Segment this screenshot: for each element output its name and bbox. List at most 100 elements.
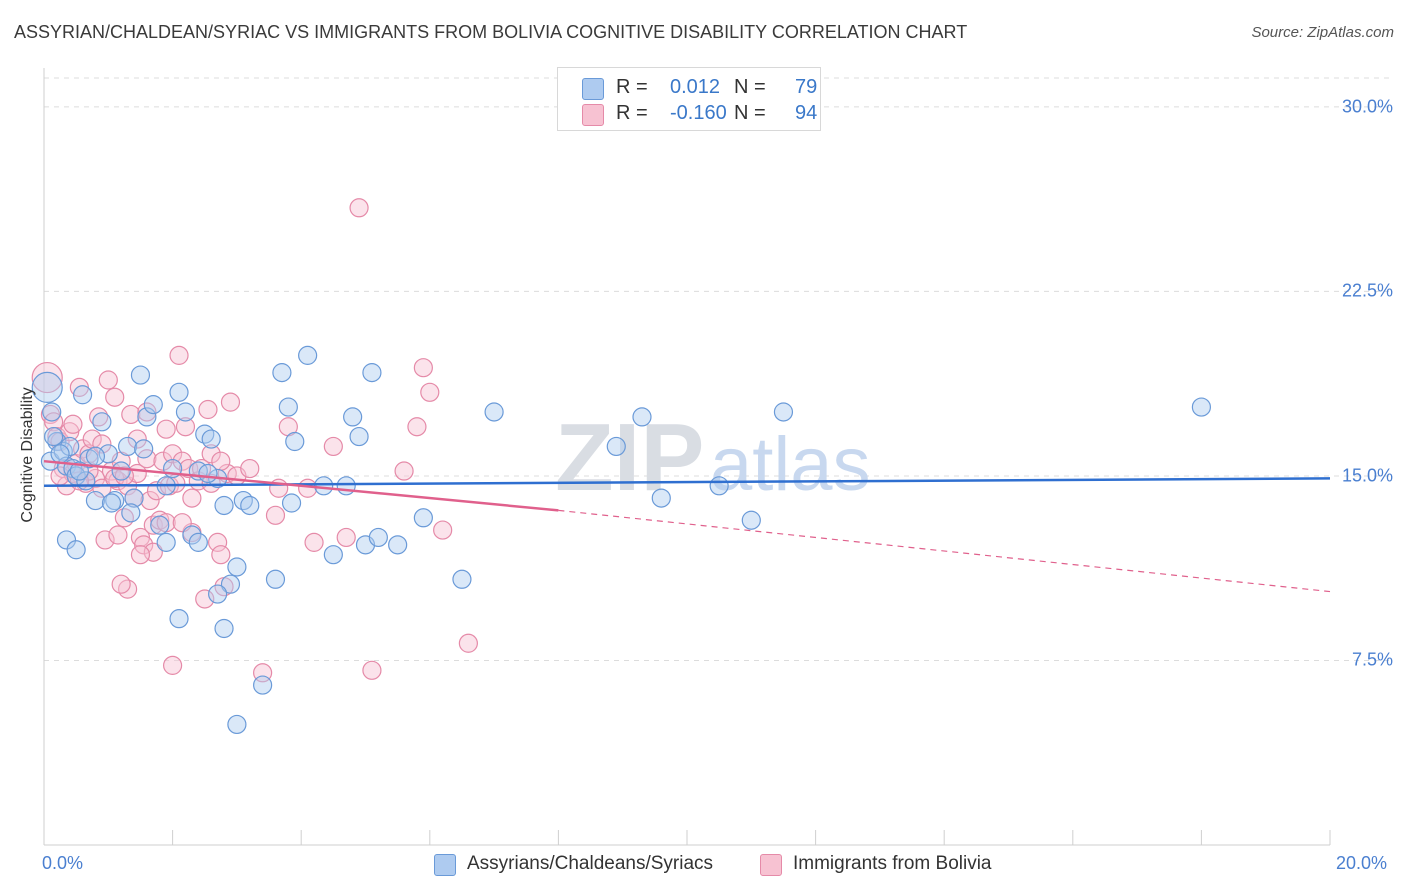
gridlines (44, 77, 1392, 661)
y-tick-label: 30.0% (1341, 96, 1393, 117)
assyrian-point (336, 476, 356, 496)
assyrian-point (72, 385, 93, 405)
assyrian-point (233, 490, 253, 511)
bolivia-point (111, 574, 131, 594)
assyrian-point (121, 503, 141, 523)
assyrian-point (53, 441, 73, 461)
chart-title: ASSYRIAN/CHALDEAN/SYRIAC VS IMMIGRANTS F… (14, 22, 968, 42)
watermark-zip: ZIP (555, 404, 704, 511)
bolivia-point (92, 478, 112, 498)
bolivia-point (163, 655, 183, 675)
assyrian-point (85, 490, 106, 511)
assyrian-point (201, 429, 221, 449)
bolivia-point (98, 370, 118, 390)
assyrian-point (265, 569, 286, 589)
assyrian-point (208, 584, 228, 604)
legend-n-label: N = (734, 76, 766, 98)
y-tick-label: 7.5% (1351, 649, 1393, 670)
x-tick-label-max: 20.0% (1336, 853, 1388, 873)
assyrian-point (150, 515, 170, 535)
bolivia-point (130, 545, 151, 565)
bolivia-point (153, 451, 173, 471)
bolivia-point (182, 488, 202, 508)
assyrian-point (323, 545, 343, 565)
bolivia-point (172, 451, 192, 471)
source-credit: Source: ZipAtlas.com (1251, 24, 1394, 41)
assyrian-point (130, 365, 151, 385)
bolivia-point (108, 525, 128, 545)
bolivia-point (198, 399, 218, 420)
assyrian-point (362, 363, 382, 383)
legend-n-value: 94 (795, 102, 818, 124)
assyrian-point (92, 412, 112, 432)
assyrian-point (1191, 397, 1212, 417)
bolivia-point (92, 434, 112, 454)
series-label-bolivia: Immigrants from Bolivia (793, 853, 992, 874)
bolivia-point (201, 444, 221, 464)
assyrian-point (156, 532, 176, 552)
assyrian-point (773, 402, 794, 422)
bolivia-point (117, 579, 138, 599)
bolivia-point (336, 527, 356, 548)
assyrian-point (42, 402, 62, 422)
assyrian-point (272, 363, 292, 383)
assyrian-point (606, 436, 626, 457)
bolivia-point (105, 387, 125, 407)
bolivia-point (407, 417, 427, 437)
bolivia-point (127, 429, 147, 449)
assyrian-point (349, 426, 369, 447)
bolivia-point (220, 392, 241, 412)
assyrian-point (343, 407, 363, 427)
bolivia-point (240, 458, 260, 479)
bolivia-point (175, 417, 196, 437)
assyrian-point (484, 402, 504, 422)
bolivia-point (420, 382, 440, 402)
assyrian-point (632, 407, 652, 427)
assyrian-point (182, 525, 202, 545)
bolivia-point (44, 412, 64, 432)
assyrian-point (413, 508, 433, 528)
bolivia-point (211, 545, 231, 565)
series-swatch-pink (760, 854, 782, 876)
bolivia-point (137, 402, 157, 422)
assyrian-point (111, 461, 131, 481)
legend-swatch-pink (582, 104, 604, 126)
bolivia-point (95, 530, 115, 550)
assyrian-point (388, 535, 408, 555)
assyrian-point (298, 345, 318, 365)
assyrian-point (50, 444, 70, 464)
assyrian-point (278, 397, 298, 417)
assyrian-point (314, 476, 334, 496)
legend-r-label: R = (616, 102, 648, 124)
assyrian-point (368, 527, 388, 548)
bolivia-points (31, 198, 478, 683)
assyrian-point (220, 574, 241, 594)
bolivia-trend-line (43, 459, 559, 512)
assyrian-point (105, 490, 125, 511)
legend-swatch-blue (582, 78, 604, 100)
assyrian-point (651, 488, 671, 508)
assyrian-point (188, 532, 208, 552)
watermark: ZIP atlas (555, 404, 871, 511)
bolivia-point (63, 414, 83, 434)
bolivia-point (323, 436, 343, 457)
bolivia-point (31, 361, 63, 394)
bolivia-point (191, 458, 212, 479)
assyrian-point (143, 395, 163, 415)
assyrian-point (101, 493, 122, 513)
assyrian-point (198, 463, 218, 484)
assyrian-point (117, 436, 138, 457)
assyrian-point (56, 530, 77, 550)
assyrian-point (31, 371, 63, 403)
correlation-legend: R = 0.012 N = 79 R = -0.160 N = 94 (557, 67, 821, 131)
assyrian-trend-line (43, 477, 1331, 488)
bolivia-point (394, 461, 414, 481)
bolivia-point (208, 532, 228, 552)
assyrian-point (134, 439, 154, 459)
assyrian-point (175, 402, 196, 422)
assyrian-point (281, 493, 302, 513)
assyrian-point (227, 557, 247, 577)
x-tick-label-min: 0.0% (42, 853, 84, 873)
y-axis-label: Cognitive Disability (19, 387, 36, 523)
y-tick-label: 15.0% (1341, 465, 1393, 486)
